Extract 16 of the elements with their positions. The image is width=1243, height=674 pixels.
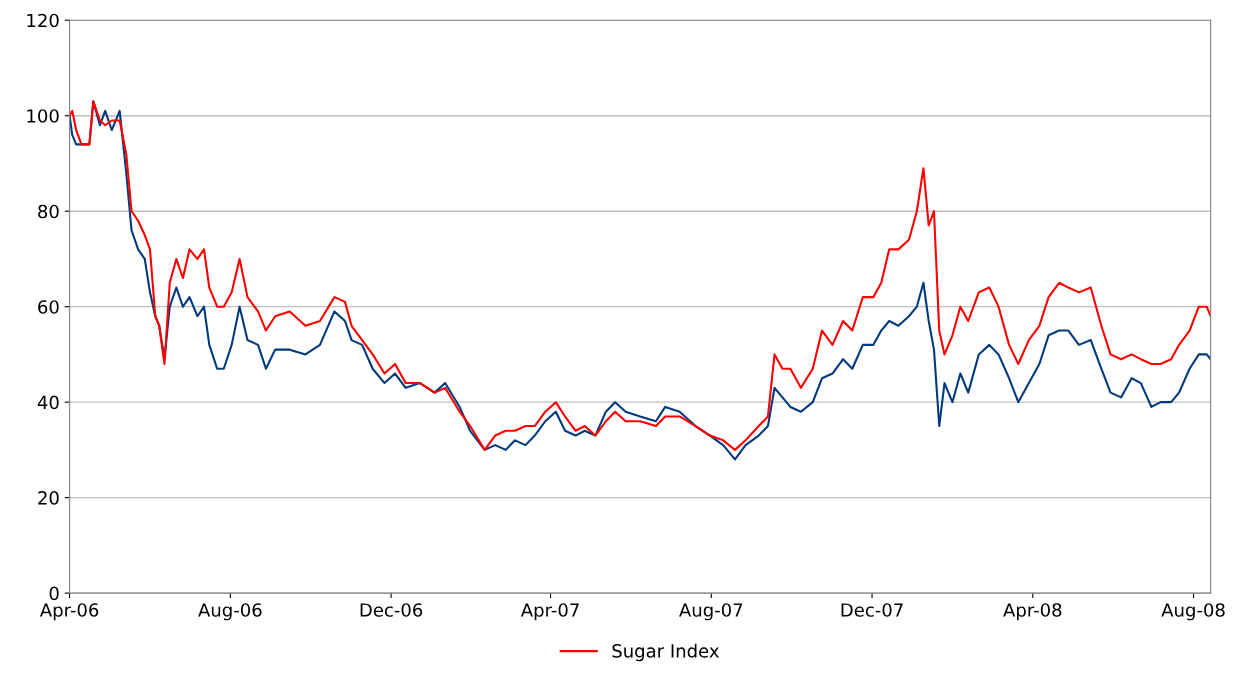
x-tick-label: Aug-07 [679,603,743,621]
x-tick-label: Apr-07 [520,603,579,621]
y-tick-label: 80 [38,204,59,219]
y-tick-label: 0 [49,586,59,601]
x-tick-label: Dec-07 [841,603,903,617]
x-tick-label: Aug-06 [198,603,262,621]
legend-label: Sugar Index [612,643,719,662]
y-tick-label: 40 [37,395,59,410]
x-tick-label: Dec-06 [360,603,423,617]
x-tick-label: Apr-08 [1003,603,1062,621]
x-tick-label: Apr-06 [39,603,99,621]
y-tick-label: 20 [38,491,59,505]
x-tick-label: Aug-08 [1161,603,1225,621]
y-tick-label: 100 [27,109,59,123]
y-tick-label: 60 [38,300,59,314]
y-tick-label: 120 [27,13,59,28]
